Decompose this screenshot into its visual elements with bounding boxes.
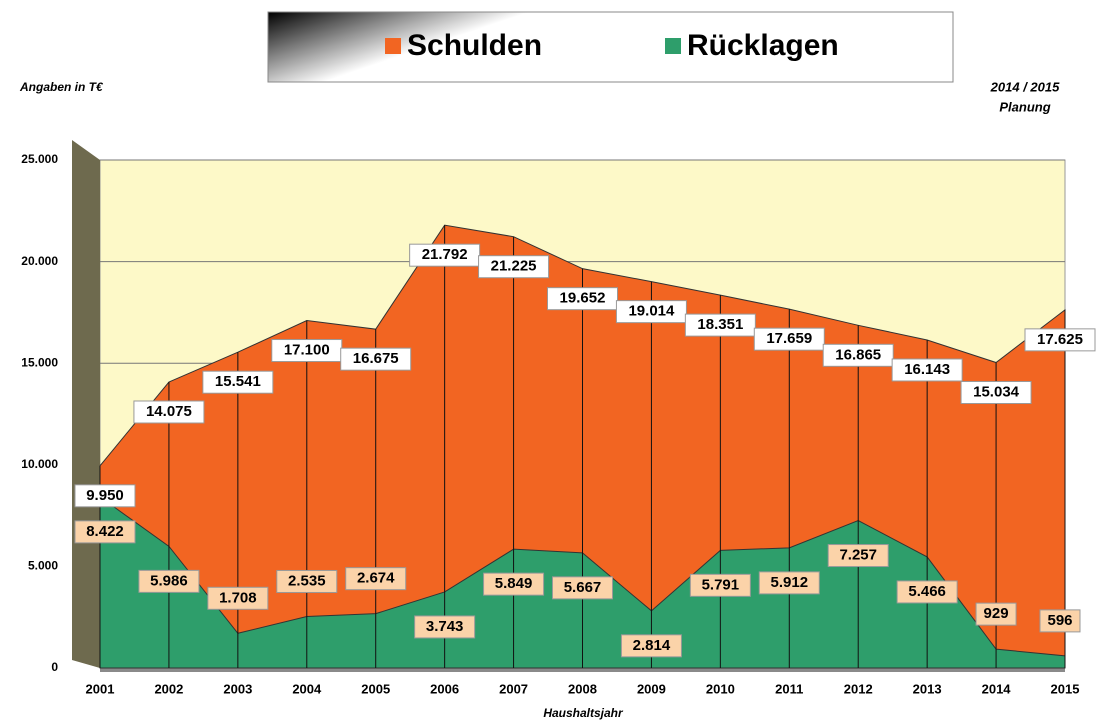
value-label: 19.652 xyxy=(560,290,606,307)
value-label-box xyxy=(896,580,958,604)
value-label: 3.743 xyxy=(426,618,464,635)
legend-box xyxy=(267,11,954,83)
value-label: 21.225 xyxy=(491,258,537,275)
x-tick-label: 2004 xyxy=(292,681,322,696)
y-tick-label: 15.000 xyxy=(21,355,58,369)
value-label: 15.541 xyxy=(215,373,261,390)
value-label: 16.865 xyxy=(835,346,881,363)
value-label: 5.986 xyxy=(150,572,188,589)
value-label-box xyxy=(1024,328,1096,352)
note: 2014 / 2015 xyxy=(990,79,1060,94)
x-tick-label: 2006 xyxy=(430,681,459,696)
x-axis-title: Haushaltsjahr xyxy=(543,706,624,720)
y-tick-label: 25.000 xyxy=(21,152,58,166)
value-label: 596 xyxy=(1047,612,1072,629)
value-label: 5.466 xyxy=(908,583,946,600)
value-label: 17.659 xyxy=(766,330,812,347)
value-label-box xyxy=(207,586,269,610)
x-tick-label: 2007 xyxy=(499,681,528,696)
value-label: 8.422 xyxy=(86,523,124,540)
value-label: 2.674 xyxy=(357,570,395,587)
value-label-box xyxy=(138,569,200,593)
value-label-box xyxy=(1039,609,1081,633)
value-label-box xyxy=(133,400,205,424)
unit-label: Angaben in T€ xyxy=(19,80,104,94)
value-label: 19.014 xyxy=(628,303,675,320)
value-label-box xyxy=(409,243,481,267)
value-label-box xyxy=(74,484,136,508)
value-label-box xyxy=(414,615,476,639)
value-label: 15.034 xyxy=(973,383,1020,400)
value-label-box xyxy=(552,576,613,600)
value-label: 2.535 xyxy=(288,572,326,589)
value-label: 18.351 xyxy=(697,316,743,333)
value-label: 9.950 xyxy=(86,487,124,504)
value-label-box xyxy=(753,327,825,351)
value-label: 7.257 xyxy=(839,547,877,564)
legend-label: Schulden xyxy=(407,29,542,62)
value-label-box xyxy=(202,370,274,394)
value-label-box xyxy=(345,567,407,591)
x-tick-label: 2003 xyxy=(223,681,252,696)
value-label-box xyxy=(960,381,1032,405)
value-label-box xyxy=(340,347,412,371)
value-label: 17.100 xyxy=(284,341,330,358)
value-label-box xyxy=(478,255,550,279)
side-wall xyxy=(72,140,100,668)
value-label-box xyxy=(74,520,136,544)
value-label-box xyxy=(684,313,756,337)
x-tick-label: 2008 xyxy=(568,681,597,696)
x-tick-label: 2010 xyxy=(706,681,735,696)
value-label-box xyxy=(891,358,963,382)
value-label: 929 xyxy=(984,605,1009,622)
y-tick-label: 5.000 xyxy=(28,559,58,573)
value-label-box xyxy=(758,571,820,595)
value-label: 2.814 xyxy=(633,637,671,654)
x-tick-label: 2011 xyxy=(775,681,803,696)
value-label: 5.791 xyxy=(702,576,740,593)
value-label-box xyxy=(483,572,545,596)
y-tick-label: 20.000 xyxy=(21,254,58,268)
value-label-box xyxy=(615,300,687,324)
legend-swatch xyxy=(665,38,681,54)
value-label: 14.075 xyxy=(146,403,192,420)
x-tick-label: 2001 xyxy=(86,681,115,696)
x-tick-label: 2002 xyxy=(154,681,183,696)
value-label-box xyxy=(620,634,682,658)
value-label-box xyxy=(827,544,889,568)
value-label-box xyxy=(822,343,894,367)
value-label-box xyxy=(547,287,618,311)
value-label: 16.675 xyxy=(353,350,399,367)
value-label-box xyxy=(689,573,751,597)
x-tick-label: 2005 xyxy=(361,681,390,696)
legend-label: Rücklagen xyxy=(687,29,839,62)
value-label: 17.625 xyxy=(1037,331,1083,348)
x-tick-label: 2014 xyxy=(982,681,1012,696)
y-tick-label: 0 xyxy=(51,660,58,674)
value-label: 21.792 xyxy=(422,246,468,263)
value-label: 1.708 xyxy=(219,589,257,606)
value-label-box xyxy=(276,569,338,593)
note: Planung xyxy=(999,99,1050,114)
legend-swatch xyxy=(385,38,401,54)
value-label: 5.912 xyxy=(771,574,809,591)
y-tick-label: 10.000 xyxy=(21,457,58,471)
x-tick-label: 2015 xyxy=(1051,681,1080,696)
value-label-box xyxy=(975,602,1017,626)
value-label: 5.667 xyxy=(564,579,602,596)
x-tick-label: 2013 xyxy=(913,681,942,696)
x-tick-label: 2012 xyxy=(844,681,873,696)
value-label: 16.143 xyxy=(904,361,950,378)
x-tick-label: 2009 xyxy=(637,681,666,696)
value-label: 5.849 xyxy=(495,575,533,592)
